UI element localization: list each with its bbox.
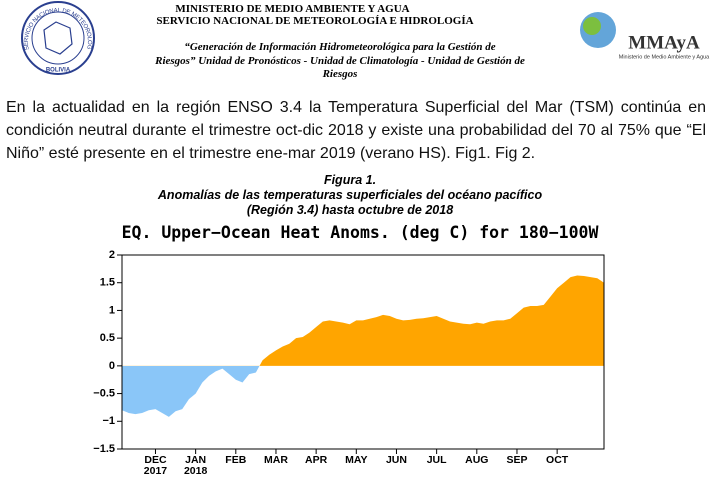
motto-line: “Generación de Información Hidrometeorol… [184,41,496,53]
y-tick-label: 0.5 [100,332,115,344]
figure-caption: (Región 3.4) hasta octubre de 2018 [246,203,454,217]
x-tick-label: DEC 2017 [143,454,168,477]
x-tick-label: FEB [225,454,247,466]
y-tick-label: −1 [102,415,115,427]
figure-label: Figura 1. [323,173,377,187]
y-tick-label: −1.5 [93,443,115,455]
y-tick-label: −0.5 [93,387,115,399]
x-tick-label: JAN 2018 [183,454,208,477]
x-tick-label: MAY [345,454,368,466]
logo-name: MMAyA [628,32,700,53]
x-tick-label: OCT [546,454,569,466]
y-tick-label: 2 [109,249,115,261]
logo-country: BOLIVIA [46,68,71,74]
x-tick-label: JUL [426,454,447,466]
figure-caption: Anomalías de las temperaturas superficia… [157,188,543,202]
x-tick-label: JUN [385,454,407,466]
x-tick-label: MAR [264,454,288,466]
chart: −1.5 −1 −0.5 0 0.5 1 1.5 2 [93,249,605,455]
logo-map [43,21,73,55]
x-tick-label: SEP [506,454,528,466]
service: SERVICIO NACIONAL DE METEOROLOGÍA E HIDR… [156,15,474,27]
motto-line: Riesgos” Unidad de Pronósticos - Unidad … [155,55,525,67]
logo-left: SERVICIO NACIONAL DE METEOROLOGIA E HIDR… [0,0,95,75]
plot-frame [121,254,605,450]
x-tick-label: APR [305,454,328,466]
y-tick-label: 0 [109,360,115,372]
logo-inner [31,11,85,65]
y-tick-label: 1 [109,304,115,316]
y-tick-label: 1.5 [100,277,115,289]
chart-title: EQ. Upper−Ocean Heat Anoms. (deg C) for … [121,223,599,242]
motto-line: Riesgos [322,68,358,80]
logo-ring [21,1,95,75]
logo-right: MMAyA Ministerio de Medio Ambiente y Agu… [580,12,710,60]
x-tick-label: AUG [465,454,489,466]
ministry: MINISTERIO DE MEDIO AMBIENTE Y AGUA [175,3,410,15]
logo-leaf [583,17,601,35]
paragraph: En la actualidad en la región ENSO 3.4 l… [6,99,706,162]
logo-subtitle: Ministerio de Medio Ambiente y Agua [619,54,710,60]
area [122,275,604,417]
